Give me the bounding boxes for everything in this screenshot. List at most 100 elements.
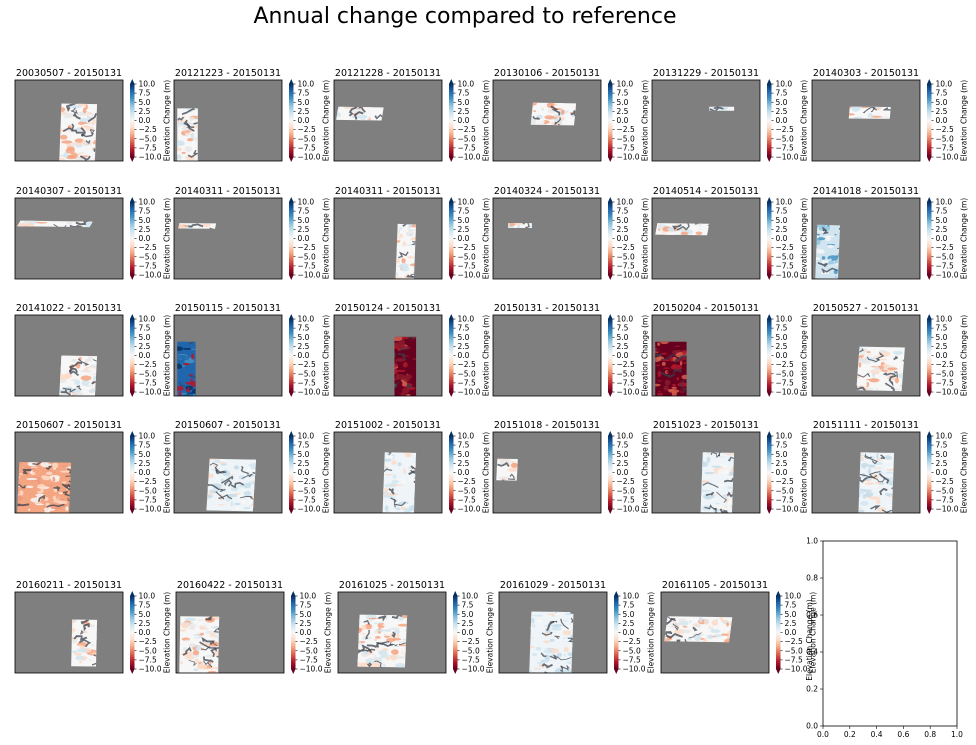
colorbar-tick-label: 7.5 (623, 601, 635, 610)
x-tick-label: 0.2 (844, 730, 856, 739)
elevation-patch (660, 341, 669, 345)
colorbar-tick-label: 7.5 (298, 89, 310, 98)
elevation-patch (79, 152, 85, 154)
terrain-ridge (348, 106, 358, 117)
colorbar-tick-label: 2.5 (776, 459, 788, 468)
elevation-patch (402, 229, 409, 233)
colorbar-tick-label: 10.0 (298, 432, 315, 441)
map-panel: 20121228 - 2015013110.07.55.02.50.0−2.5−… (333, 68, 491, 162)
elevation-patch (727, 503, 730, 510)
colorbar-over-arrow (449, 314, 454, 319)
terrain-ridge (215, 491, 225, 500)
elevation-patch (833, 270, 838, 274)
footprint-texture (700, 452, 735, 513)
elevation-patch (74, 138, 84, 143)
elevation-patch (553, 113, 559, 118)
colorbar-bar (608, 202, 613, 275)
colorbar-tick-label: 2.5 (776, 342, 788, 351)
colorbar-tick-label: −5.0 (462, 646, 480, 655)
terrain-ridge (713, 507, 724, 513)
colorbar: 10.07.55.02.50.0−2.5−5.0−7.5−10.0 Elevati… (927, 79, 969, 162)
colorbar-tick-label: −2.5 (139, 125, 157, 134)
terrain-ridge (540, 652, 547, 657)
elevation-patch (364, 106, 373, 111)
elevation-patch (374, 630, 379, 634)
elevation-patch (25, 485, 34, 489)
colorbar-tick-label: 5.0 (936, 98, 948, 107)
colorbar-tick-label: 0.0 (617, 234, 629, 243)
colorbar-bar (608, 319, 613, 392)
elevation-patch (190, 378, 193, 382)
terrain-ridge (37, 494, 45, 502)
terrain-ridge (398, 347, 408, 352)
elevation-patch (394, 369, 406, 372)
elevation-patch (867, 112, 873, 118)
colorbar-over-arrow (767, 197, 772, 202)
elevation-patch (88, 112, 93, 115)
elevation-patch (714, 634, 723, 638)
terrain-ridge (723, 476, 735, 483)
elevation-patch (360, 624, 367, 631)
elevation-patch (77, 121, 85, 126)
colorbar-bar (608, 436, 613, 509)
elevation-patch (533, 667, 539, 670)
elevation-patch (36, 478, 41, 484)
colorbar-under-arrow (289, 392, 294, 397)
elevation-patch (204, 627, 209, 630)
terrain-ridge (574, 113, 577, 117)
terrain-ridge (218, 488, 226, 492)
elevation-patch (407, 256, 415, 259)
colorbar-tick-label: −10.0 (936, 153, 959, 162)
map-background (493, 198, 601, 279)
x-tick-label: 0.6 (897, 730, 909, 739)
footprint-texture (17, 220, 93, 228)
elevation-patch (89, 139, 95, 142)
elevation-patch (560, 620, 569, 622)
elevation-patch (387, 496, 396, 499)
elevation-patch (389, 627, 400, 631)
terrain-ridge (525, 223, 531, 228)
map-background (493, 315, 601, 396)
colorbar-bar (608, 84, 613, 157)
panel-title: 20140303 - 20150131 (813, 68, 919, 79)
colorbar-tick-label: 2.5 (936, 107, 948, 116)
elevation-patch (213, 463, 216, 469)
elevation-patch (390, 484, 398, 487)
elevation-patch (384, 635, 391, 638)
colorbar-bar (291, 596, 296, 669)
colorbar-tick-label: −10.0 (617, 388, 640, 397)
elevation-patch (565, 629, 571, 636)
terrain-ridge (230, 481, 245, 489)
colorbar-tick-label: −7.5 (936, 495, 954, 504)
terrain-ridge (497, 462, 510, 467)
elevation-patch (391, 460, 397, 465)
elevation-patch (865, 378, 878, 381)
elevation-patch (531, 653, 538, 657)
footprint-texture (206, 458, 257, 512)
elevation-patch (858, 456, 866, 459)
colorbar-tick-label: −7.5 (298, 143, 316, 152)
elevation-patch (710, 502, 721, 507)
map-frame (811, 431, 921, 514)
elevation-patch (394, 341, 406, 348)
colorbar-tick-label: −5.0 (617, 369, 635, 378)
elevation-patch (402, 336, 409, 340)
terrain-ridge (188, 341, 196, 345)
elevation-patch (235, 505, 239, 511)
colorbar-over-arrow (449, 79, 454, 84)
panel-title: 20140324 - 20150131 (494, 186, 600, 197)
terrain-ridge (408, 336, 416, 341)
panel-title: 20161029 - 20150131 (500, 580, 606, 591)
elevation-patch (191, 158, 198, 160)
colorbar-tick-label: 10.0 (458, 315, 475, 324)
terrain-ridge (570, 611, 574, 616)
elevation-patch (184, 365, 188, 370)
colorbar-tick-label: −7.5 (617, 261, 635, 270)
colorbar-tick-label: 7.5 (617, 207, 629, 216)
colorbar-tick-label: 0.0 (776, 351, 788, 360)
map-frame (492, 314, 602, 397)
elevation-patch (657, 371, 661, 377)
panel-title: 20130106 - 20150131 (494, 68, 600, 79)
colorbar: 10.07.55.02.50.0−2.5−5.0−7.5−10.0 Elevati… (767, 79, 809, 162)
map-panel: 20140303 - 20150131 10.07.55.02.50.0−2.5−… (811, 68, 969, 162)
